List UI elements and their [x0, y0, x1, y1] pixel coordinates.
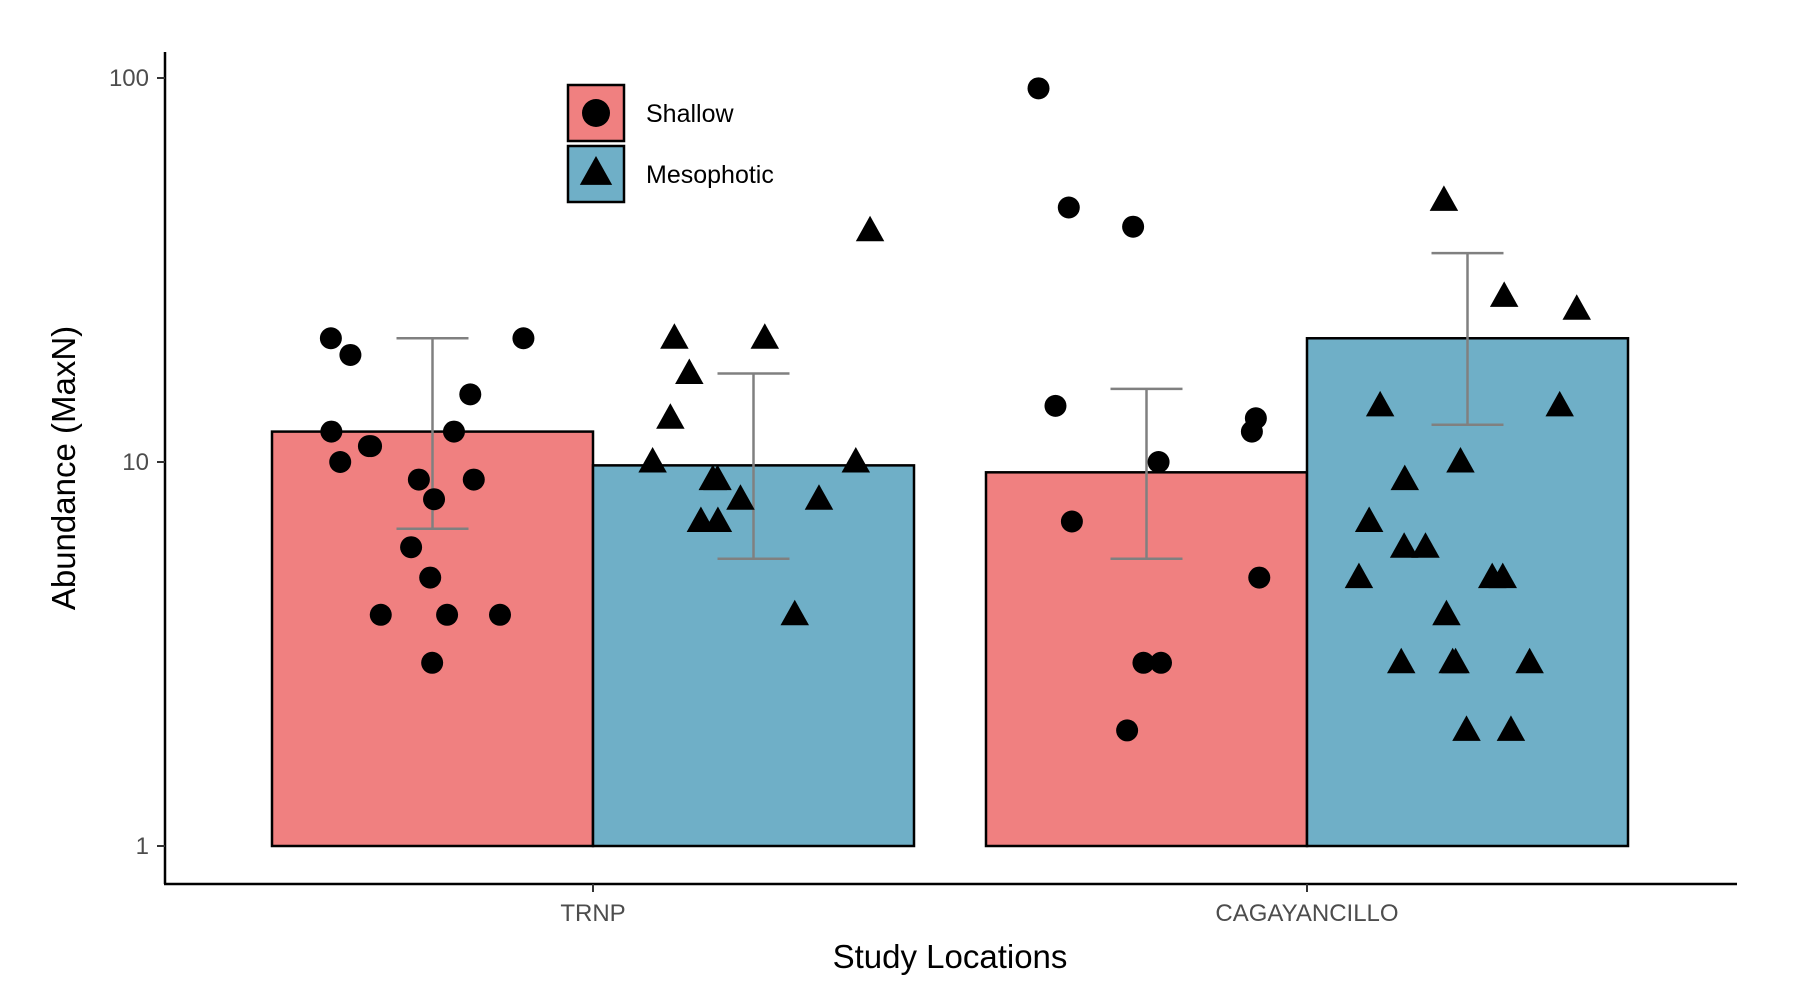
legend-label-shallow: Shallow	[646, 100, 734, 128]
data-point-mesophotic	[1390, 464, 1420, 491]
data-point-mesophotic	[1411, 532, 1440, 558]
data-point-mesophotic	[1438, 647, 1467, 674]
data-point-mesophotic	[1496, 715, 1526, 741]
legend-triangle-icon	[579, 156, 613, 185]
data-point-mesophotic	[1562, 294, 1591, 320]
x-ticks: TRNP CAGAYANCILLO	[560, 884, 1399, 927]
points-layer	[319, 77, 1591, 742]
data-point-mesophotic	[1365, 390, 1395, 417]
data-point-shallow	[419, 566, 442, 589]
data-point-shallow	[320, 420, 343, 443]
data-point-mesophotic	[638, 447, 667, 473]
data-point-shallow	[1116, 719, 1139, 742]
data-point-shallow	[369, 603, 392, 626]
y-tick-label: 10	[122, 449, 149, 476]
data-point-mesophotic	[780, 599, 809, 626]
bars-layer	[270, 337, 1630, 848]
legend-key-mesophotic	[566, 144, 626, 204]
data-point-mesophotic	[703, 464, 732, 491]
legend-circle-icon	[582, 99, 610, 127]
data-point-shallow	[357, 435, 380, 458]
data-point-mesophotic	[726, 484, 755, 510]
data-point-mesophotic	[750, 323, 780, 349]
data-point-mesophotic	[656, 403, 685, 429]
data-point-mesophotic	[1452, 715, 1481, 741]
data-point-mesophotic	[1515, 647, 1544, 674]
data-point-shallow	[1149, 651, 1172, 674]
data-point-mesophotic	[703, 506, 733, 532]
data-point-mesophotic	[1446, 447, 1475, 473]
data-point-mesophotic	[660, 323, 689, 349]
data-point-mesophotic	[1488, 562, 1518, 589]
data-point-shallow	[400, 536, 423, 559]
data-point-mesophotic	[1429, 185, 1459, 211]
data-point-mesophotic	[1344, 562, 1374, 589]
y-tick-label: 100	[109, 65, 149, 92]
data-point-shallow	[442, 420, 465, 443]
data-point-shallow	[1248, 566, 1271, 589]
data-point-shallow	[1132, 651, 1155, 674]
data-point-mesophotic	[804, 484, 834, 510]
data-point-mesophotic	[1545, 390, 1574, 417]
data-point-shallow	[512, 327, 535, 350]
data-point-mesophotic	[1354, 506, 1384, 532]
data-point-shallow	[1027, 77, 1050, 100]
data-point-shallow	[1122, 215, 1145, 238]
y-ticks: 1 10 100	[109, 65, 165, 860]
x-axis-title: Study Locations	[833, 938, 1068, 975]
legend-label-mesophotic: Mesophotic	[646, 161, 774, 189]
x-tick-label: CAGAYANCILLO	[1215, 900, 1398, 927]
data-point-mesophotic	[1489, 281, 1519, 307]
data-point-shallow	[1244, 407, 1267, 430]
data-point-mesophotic	[841, 447, 871, 473]
data-point-shallow	[423, 488, 446, 511]
data-point-shallow	[1044, 394, 1067, 417]
data-point-shallow	[489, 603, 512, 626]
data-point-shallow	[421, 651, 444, 674]
data-point-mesophotic	[1432, 599, 1461, 626]
data-point-mesophotic	[675, 358, 704, 385]
data-point-shallow	[1060, 510, 1083, 533]
y-axis-title: Abundance (MaxN)	[45, 326, 82, 610]
data-point-shallow	[462, 468, 485, 491]
data-point-shallow	[1057, 196, 1080, 219]
data-point-mesophotic	[1386, 647, 1416, 674]
data-point-shallow	[319, 327, 342, 350]
data-point-shallow	[1147, 451, 1170, 473]
data-point-shallow	[329, 451, 352, 473]
data-point-shallow	[436, 603, 459, 626]
data-point-shallow	[459, 383, 482, 406]
x-tick-label: TRNP	[560, 900, 625, 927]
data-point-mesophotic	[855, 215, 885, 242]
legend: Shallow Mesophotic	[566, 83, 774, 204]
y-tick-label: 1	[136, 833, 149, 860]
data-point-shallow	[407, 468, 430, 491]
data-point-mesophotic	[1389, 532, 1419, 558]
data-point-shallow	[339, 343, 362, 366]
